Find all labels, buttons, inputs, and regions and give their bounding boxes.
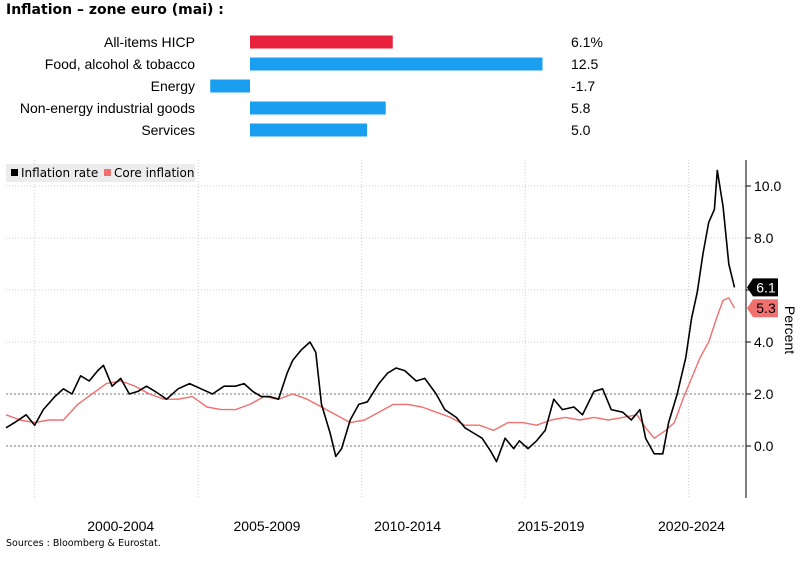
x-tick-label: 2000-2004 [87, 518, 154, 534]
bar-2 [210, 79, 250, 93]
end-value-label: 6.1 [756, 279, 776, 295]
series-line-core-inflation [5, 297, 736, 439]
bar-value-label: 5.0 [571, 122, 591, 138]
bar-chart: All-items HICP 6.1% Food, alcohol & tobacc… [20, 34, 603, 138]
legend: Inflation rate Core inflation [6, 164, 195, 182]
bar-category-label: Food, alcohol & tobacco [45, 56, 195, 72]
bar-value-label: 6.1% [571, 34, 603, 50]
page-title: Inflation – zone euro (mai) : [6, 2, 224, 18]
bar-0 [250, 35, 393, 49]
end-value-badge [747, 299, 778, 318]
y-axis-title: Percent [782, 306, 798, 354]
source-note: Sources : Bloomberg & Eurostat. [6, 538, 161, 549]
bar-value-label: 5.8 [571, 100, 591, 116]
bar-category-label: Services [141, 122, 195, 138]
bar-category-label: All-items HICP [104, 34, 195, 50]
end-value-badge [747, 278, 778, 297]
y-tick-label: 4.0 [754, 334, 774, 350]
y-tick-label: 2.0 [754, 386, 774, 402]
bar-3 [250, 101, 386, 115]
legend-swatch-inflation-rate [11, 169, 18, 176]
x-tick-label: 2015-2019 [517, 518, 584, 534]
x-tick-label: 2005-2009 [234, 518, 301, 534]
y-tick-label: 0.0 [754, 438, 774, 454]
bar-value-label: 12.5 [571, 56, 598, 72]
series-line-inflation-rate [5, 169, 736, 463]
legend-swatch-core-inflation [104, 169, 111, 176]
line-chart: 10.08.06.04.02.00.0Percent2000-20042005-… [5, 160, 798, 534]
bar-4 [250, 123, 367, 137]
bar-value-label: -1.7 [571, 78, 595, 94]
legend-label-inflation-rate: Inflation rate [21, 166, 98, 180]
x-tick-label: 2010-2014 [374, 518, 441, 534]
legend-background [6, 164, 195, 182]
y-tick-label: 10.0 [754, 178, 781, 194]
bar-1 [250, 57, 543, 71]
legend-label-core-inflation: Core inflation [114, 166, 194, 180]
x-tick-label: 2020-2024 [658, 518, 725, 534]
end-value-label: 5.3 [756, 300, 776, 316]
y-tick-label: 8.0 [754, 230, 774, 246]
bar-category-label: Energy [151, 78, 195, 94]
bar-category-label: Non-energy industrial goods [20, 100, 195, 116]
